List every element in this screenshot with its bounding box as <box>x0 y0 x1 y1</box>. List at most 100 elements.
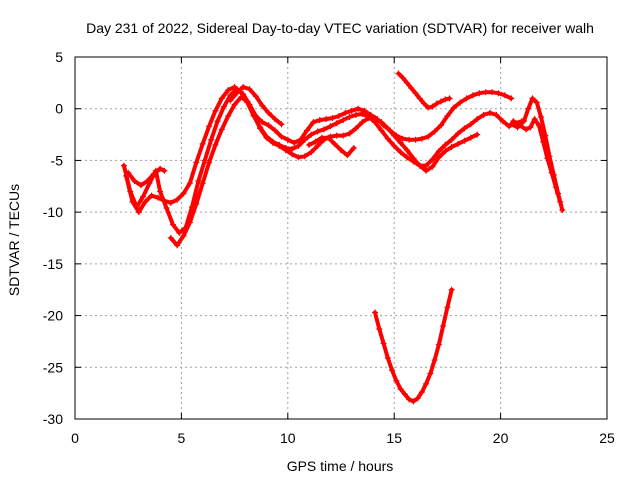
data-point <box>301 153 308 160</box>
data-point <box>527 124 534 131</box>
x-tick-label: 10 <box>280 430 296 446</box>
data-point <box>301 136 308 143</box>
y-axis: -30 -25 -20 -15 -10 -5 0 5 <box>43 49 607 427</box>
data-point <box>501 92 508 99</box>
data-point <box>272 116 279 123</box>
data-point <box>201 157 208 164</box>
data-point <box>312 138 319 145</box>
data-point <box>346 113 353 120</box>
data-point <box>276 142 283 149</box>
data-point <box>142 198 149 205</box>
x-tick-label: 25 <box>599 430 615 446</box>
data-point <box>414 395 421 402</box>
data-point <box>263 134 270 141</box>
data-point <box>157 188 164 195</box>
y-tick-label: -15 <box>43 256 63 272</box>
data-point <box>186 180 193 187</box>
data-point <box>482 89 489 96</box>
data-point <box>486 109 493 116</box>
data-point <box>533 99 540 106</box>
data-point <box>552 184 559 191</box>
data-point <box>131 178 138 185</box>
data-point <box>372 309 379 316</box>
data-point <box>412 90 419 97</box>
data-point <box>403 147 410 154</box>
data-point <box>259 119 266 126</box>
data-point <box>435 341 442 348</box>
data-point <box>378 119 385 126</box>
chart-title: Day 231 of 2022, Sidereal Day-to-day VTE… <box>86 20 594 36</box>
data-point <box>348 107 355 114</box>
data-point <box>174 242 181 249</box>
data-point <box>257 125 264 132</box>
data-point <box>444 112 451 119</box>
data-point <box>144 178 151 185</box>
data-point <box>338 147 344 154</box>
data-point <box>406 136 413 143</box>
data-point <box>495 90 502 97</box>
data-point <box>199 180 206 187</box>
data-point <box>252 93 259 100</box>
data-point <box>161 167 168 174</box>
data-point <box>331 140 338 147</box>
data-point <box>397 139 404 146</box>
data-point <box>244 98 251 105</box>
data-point <box>442 148 449 155</box>
data-point <box>323 116 330 123</box>
data-point <box>448 143 455 150</box>
data-point <box>163 205 170 212</box>
data-point <box>474 131 481 138</box>
data-point <box>359 110 366 117</box>
data-point <box>489 89 496 96</box>
data-point <box>389 367 396 374</box>
data-point <box>327 123 334 130</box>
data-point <box>548 169 555 176</box>
data-point <box>365 115 372 122</box>
data-point <box>352 125 359 132</box>
data-point <box>423 380 430 387</box>
data-point <box>416 162 423 169</box>
data-point <box>346 130 353 137</box>
data-point <box>442 141 449 148</box>
data-point <box>399 135 406 142</box>
data-point <box>125 169 132 176</box>
data-point <box>246 86 253 93</box>
series-track-f <box>395 70 453 111</box>
series-track-h <box>510 116 564 205</box>
y-tick-label: -10 <box>43 204 63 220</box>
data-point <box>508 95 515 102</box>
data-point <box>212 141 219 148</box>
data-point <box>265 122 272 129</box>
data-point <box>325 134 332 141</box>
y-tick-label: -5 <box>51 152 64 168</box>
data-point <box>393 377 400 384</box>
data-point <box>148 192 155 199</box>
plot-frame <box>74 56 608 420</box>
data-point <box>314 128 321 135</box>
data-point <box>395 70 402 77</box>
data-point <box>333 120 340 127</box>
data-point <box>342 109 349 116</box>
data-point <box>493 111 500 118</box>
x-tick-label: 5 <box>178 430 186 446</box>
data-point <box>380 340 387 347</box>
data-point <box>137 182 144 189</box>
y-tick-label: 5 <box>55 49 63 65</box>
x-axis-title: GPS time / hours <box>287 458 394 474</box>
data-point <box>227 97 234 104</box>
data-point <box>535 122 542 129</box>
data-point <box>237 94 244 101</box>
data-point <box>510 118 517 125</box>
data-point <box>135 209 142 216</box>
data-point <box>289 146 296 153</box>
data-point <box>408 85 415 92</box>
data-point <box>206 123 213 130</box>
data-point <box>431 128 438 135</box>
data-point <box>423 162 430 169</box>
data-point <box>467 134 474 141</box>
data-point <box>161 197 168 204</box>
data-point <box>359 119 366 126</box>
data-point <box>384 354 391 361</box>
series-track-j <box>227 83 285 128</box>
data-point <box>225 112 232 119</box>
